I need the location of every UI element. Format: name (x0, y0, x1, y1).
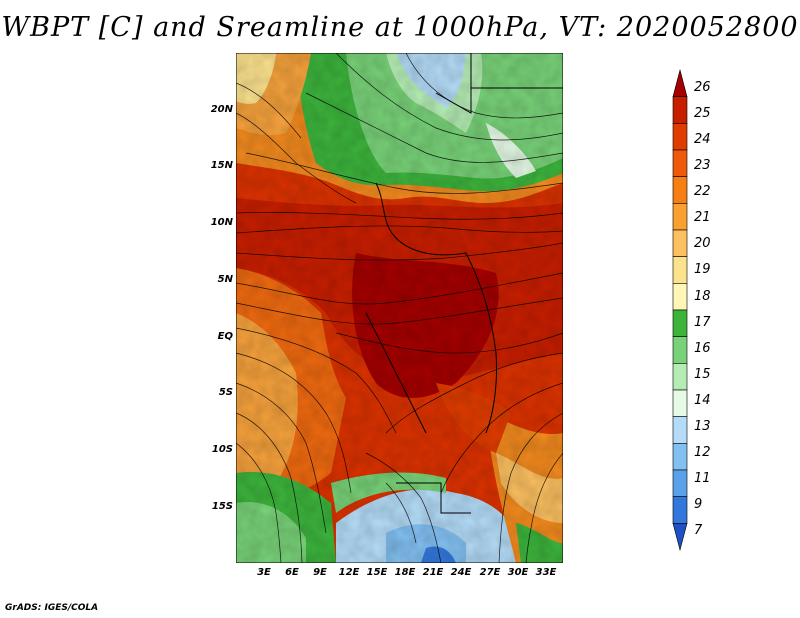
colorbar-label: 9 (694, 497, 703, 512)
colorbar-label: 25 (694, 106, 711, 121)
colorbar-label: 22 (694, 184, 711, 199)
lat-tick: EQ (217, 331, 233, 342)
lon-tick: 12E (338, 567, 360, 578)
colorbar-label: 13 (694, 419, 711, 434)
credit-text: GrADS: IGES/COLA (5, 603, 99, 613)
colorbar-label: 21 (694, 210, 711, 225)
colorbar-segment (672, 229, 688, 257)
colorbar-segment (672, 496, 688, 524)
colorbar-segment (672, 416, 688, 444)
colorbar-label: 14 (694, 393, 711, 408)
wbpt-map (235, 52, 564, 564)
lon-tick: 27E (479, 567, 501, 578)
lon-tick: 15E (366, 567, 388, 578)
lon-tick: 6E (285, 567, 299, 578)
colorbar-segment (672, 389, 688, 417)
lat-tick: 15S (211, 501, 233, 512)
colorbar-segment (672, 363, 688, 391)
colorbar-segment (672, 123, 688, 151)
colorbar-segment (672, 96, 688, 124)
colorbar-label: 18 (694, 289, 711, 304)
colorbar-segment (672, 149, 688, 177)
colorbar-label: 26 (694, 80, 711, 95)
borders (365, 53, 563, 514)
lon-tick: 24E (450, 567, 472, 578)
lat-tick: 20N (210, 104, 233, 115)
colorbar-label: 17 (694, 315, 711, 330)
colorbar-label: 15 (694, 367, 711, 382)
colorbar-label: 11 (694, 471, 711, 486)
colorbar-label: 19 (694, 262, 711, 277)
colorbar-label: 20 (694, 236, 711, 251)
lat-tick: 15N (210, 160, 233, 171)
lon-tick: 3E (257, 567, 271, 578)
colorbar-segment (672, 336, 688, 364)
lat-tick: 10N (210, 217, 233, 228)
colorbar-label: 23 (694, 158, 711, 173)
colorbar-segment (672, 256, 688, 284)
lat-tick: 5S (218, 387, 233, 398)
map-panel (235, 52, 564, 564)
streamlines (236, 53, 563, 563)
colorbar-segment (672, 203, 688, 231)
colorbar-label: 7 (694, 523, 703, 538)
lon-tick: 21E (422, 567, 444, 578)
lon-tick: 18E (394, 567, 416, 578)
colorbar (672, 68, 688, 552)
lon-tick: 9E (313, 567, 327, 578)
chart-title: WBPT [C] and Sreamline at 1000hPa, VT: 2… (1, 12, 799, 43)
colorbar-label: 16 (694, 341, 711, 356)
lon-tick: 30E (507, 567, 529, 578)
colorbar-segment (672, 443, 688, 471)
colorbar-segment (672, 68, 688, 97)
colorbar-segment (672, 469, 688, 497)
lat-tick: 10S (211, 444, 233, 455)
colorbar-segment (672, 523, 688, 552)
colorbar-segment (672, 176, 688, 204)
colorbar-segment (672, 283, 688, 311)
lat-tick: 5N (217, 274, 233, 285)
colorbar-label: 12 (694, 445, 711, 460)
lon-tick: 33E (535, 567, 557, 578)
colorbar-segment (672, 309, 688, 337)
colorbar-label: 24 (694, 132, 711, 147)
